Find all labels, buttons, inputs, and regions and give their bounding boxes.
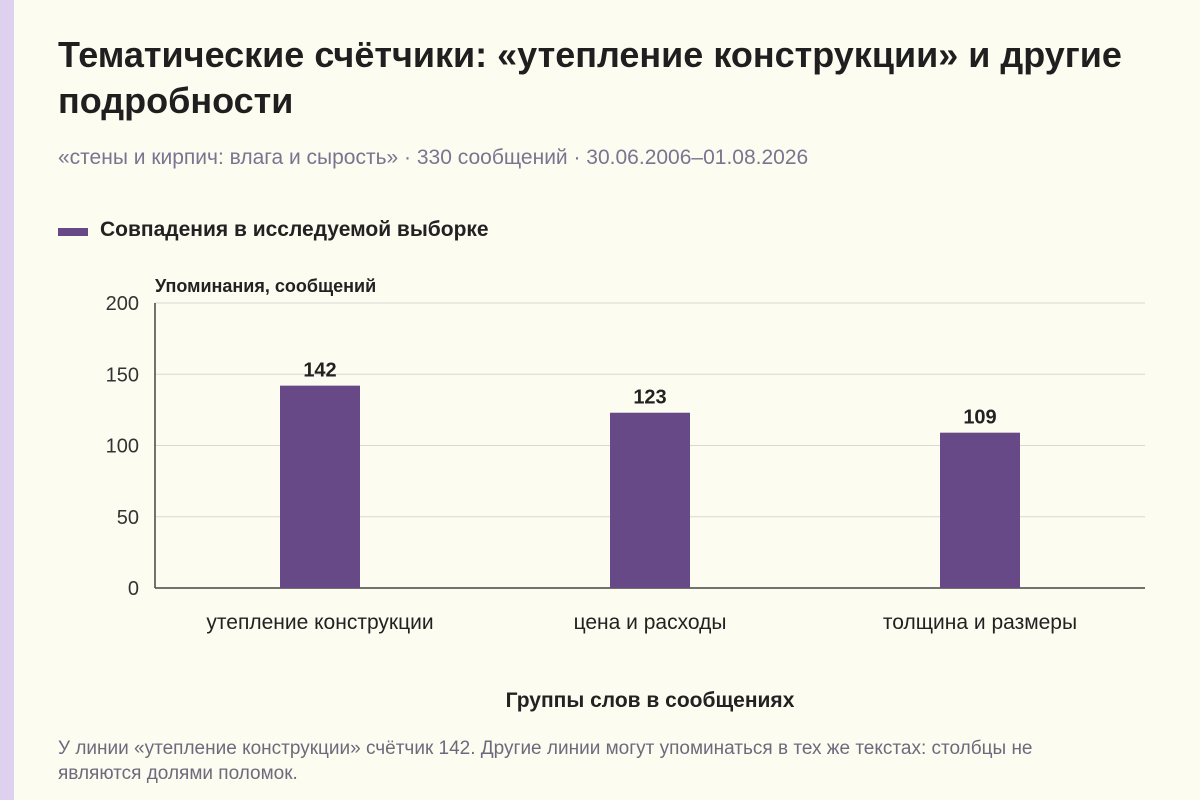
y-axis-title: Упоминания, сообщений xyxy=(155,276,376,296)
y-tick-label: 0 xyxy=(128,578,139,600)
bar-value-label: 109 xyxy=(963,407,996,429)
x-category-label: цена и расходы xyxy=(574,611,727,634)
bar xyxy=(610,412,690,588)
y-tick-label: 100 xyxy=(106,436,139,458)
y-tick-label: 50 xyxy=(117,507,139,529)
x-category-label: толщина и размеры xyxy=(883,611,1077,634)
legend-label: Совпадения в исследуемой выборке xyxy=(100,218,489,241)
bar-value-label: 123 xyxy=(633,387,666,409)
chart-title: Тематические счётчики: «утепление констр… xyxy=(58,34,1122,121)
footnote: У линии «утепление конструкции» счётчик … xyxy=(58,738,1033,784)
chart-subtitle: «стены и кирпич: влага и сырость» · 330 … xyxy=(58,146,809,169)
legend: Совпадения в исследуемой выборке xyxy=(58,218,489,242)
bar-value-label: 142 xyxy=(303,360,336,382)
x-axis-title: Группы слов в сообщениях xyxy=(506,689,795,712)
x-category-label: утепление конструкции xyxy=(206,611,433,634)
bar xyxy=(940,432,1020,588)
bar xyxy=(280,385,360,588)
legend-swatch xyxy=(58,228,88,236)
accent-stripe xyxy=(0,0,14,800)
y-tick-label: 200 xyxy=(106,293,139,315)
y-tick-label: 150 xyxy=(106,364,139,386)
